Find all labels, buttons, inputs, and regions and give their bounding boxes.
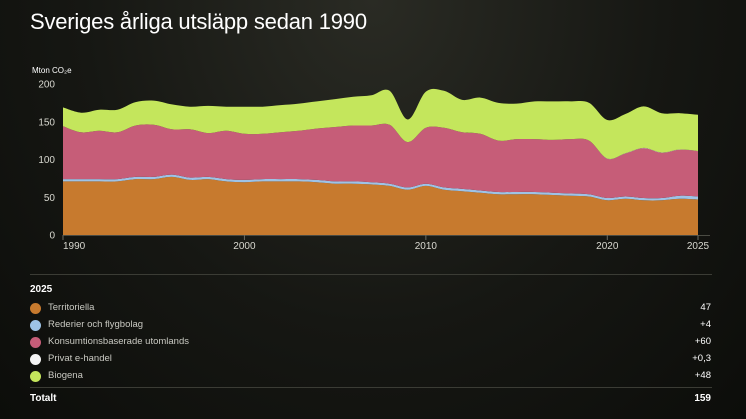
- legend-value: +60: [694, 336, 711, 347]
- x-tick-label: 2010: [415, 241, 438, 252]
- chart-title: Sveriges årliga utsläpp sedan 1990: [30, 9, 367, 34]
- legend-label: Privat e-handel: [48, 353, 112, 364]
- legend-label: Rederier och flygbolag: [48, 319, 144, 330]
- y-tick-label: 50: [44, 193, 56, 204]
- y-tick-label: 0: [49, 231, 55, 242]
- divider: [30, 387, 712, 388]
- x-tick-label: 1990: [63, 241, 86, 252]
- legend-label: Territoriella: [48, 302, 95, 313]
- area-series-biogena: [63, 88, 698, 159]
- y-tick-label: 100: [38, 155, 55, 166]
- legend-value: 47: [700, 302, 711, 313]
- legend-item-territoriella: Territoriella 47: [30, 302, 712, 316]
- y-axis-unit: Mton CO₂e: [32, 66, 72, 75]
- legend-swatch: [30, 371, 41, 382]
- legend-swatch: [30, 337, 41, 348]
- total-label: Totalt: [30, 393, 57, 404]
- legend-swatch: [30, 303, 41, 314]
- stacked-area-chart: 0 50 100 150 200 1990 2000 2010 2020 2025 Mton CO₂…: [32, 66, 710, 252]
- legend-year: 2025: [30, 284, 53, 295]
- legend-item-rederier: Rederier och flygbolag +4: [30, 319, 712, 333]
- y-tick-label: 200: [38, 80, 55, 91]
- total-row: Totalt 159: [30, 393, 712, 404]
- legend-item-biogena: Biogena +48: [30, 370, 712, 384]
- legend-swatch: [30, 354, 41, 365]
- divider: [30, 274, 712, 275]
- area-series-konsumtion: [63, 123, 698, 199]
- area-series-rederier: [63, 174, 698, 201]
- area-series-territoriella: [63, 176, 698, 235]
- total-value: 159: [694, 393, 711, 404]
- legend-value: +4: [700, 319, 711, 330]
- legend-item-ehandel: Privat e-handel +0,3: [30, 353, 712, 367]
- legend-value: +0,3: [692, 353, 711, 364]
- y-tick-label: 150: [38, 117, 55, 128]
- legend-swatch: [30, 320, 41, 331]
- x-tick-label: 2025: [687, 241, 710, 252]
- legend-label: Biogena: [48, 370, 83, 381]
- x-tick-label: 2020: [596, 241, 619, 252]
- legend-label: Konsumtionsbaserade utomlands: [48, 336, 190, 347]
- legend-value: +48: [694, 370, 711, 381]
- x-tick-label: 2000: [233, 241, 256, 252]
- legend-item-konsumtion: Konsumtionsbaserade utomlands +60: [30, 336, 712, 350]
